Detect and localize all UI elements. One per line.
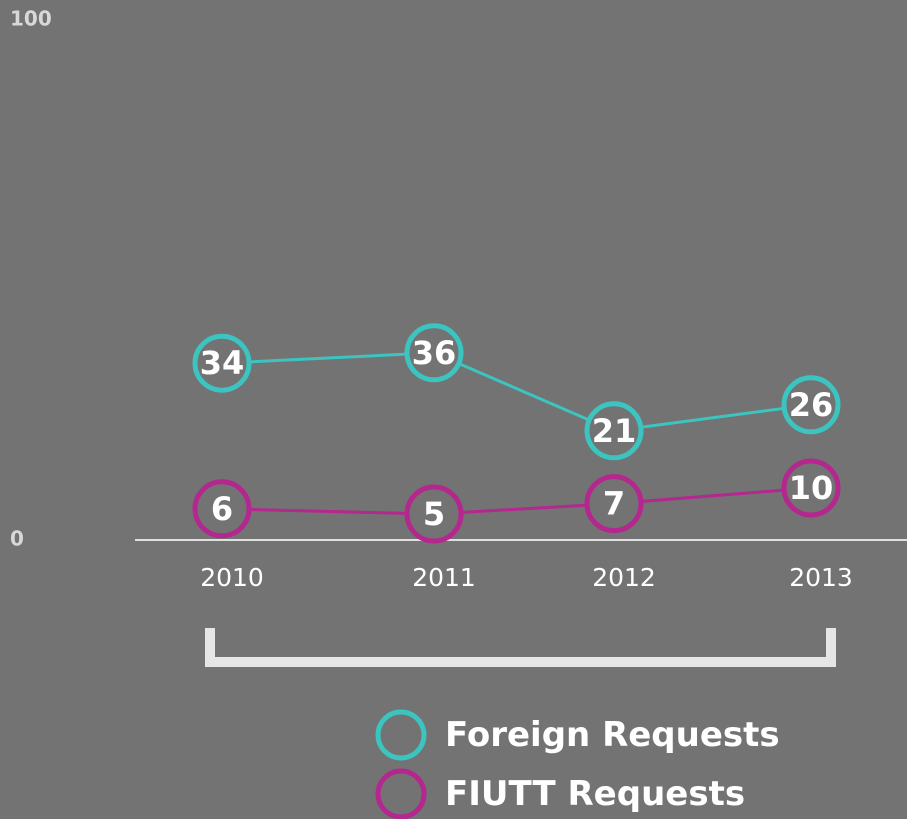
legend-swatch [375,709,427,761]
data-point [192,333,252,393]
data-label: 34 [200,344,245,382]
data-label: 7 [603,485,625,523]
data-label: 10 [789,469,834,507]
legend-swatch [375,768,427,819]
data-point [781,458,841,518]
data-label: 36 [412,334,457,372]
data-point [584,474,644,534]
legend-label: FIUTT Requests [445,774,745,814]
data-label: 21 [592,412,637,450]
data-label: 26 [789,386,834,424]
legend-label: Foreign Requests [445,715,780,755]
x-tick-label: 2013 [789,563,853,592]
series-line [221,486,812,516]
data-point [584,401,644,461]
y-tick-label: 0 [10,527,24,551]
data-label: 5 [423,495,445,533]
data-label: 6 [211,490,233,528]
x-tick-label: 2012 [592,563,656,592]
x-tick-label: 2011 [412,563,476,592]
series-line [221,351,812,433]
x-tick-label: 2010 [200,563,264,592]
data-point [404,484,464,544]
y-tick-label: 100 [10,7,52,31]
data-point [404,323,464,383]
bracket [205,628,836,667]
data-point [781,375,841,435]
data-point [192,479,252,539]
